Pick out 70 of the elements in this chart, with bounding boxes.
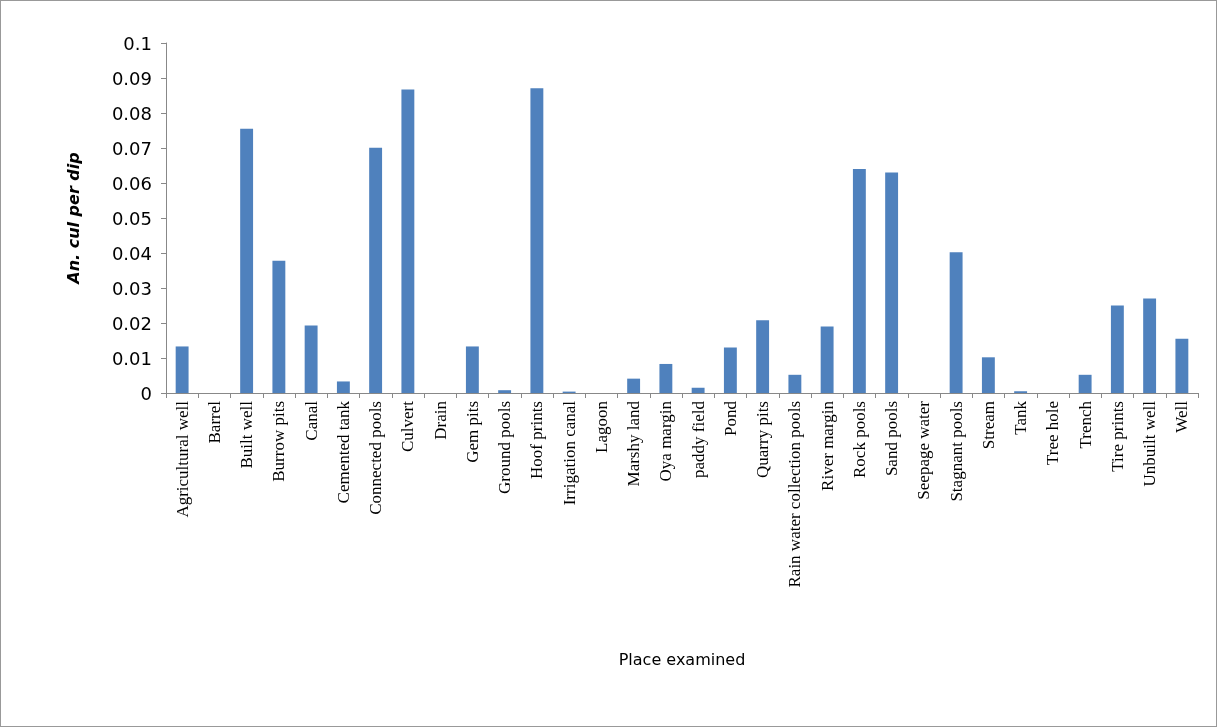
bar xyxy=(1078,374,1092,393)
x-tick-label: Pond xyxy=(720,400,740,436)
x-tick-label: River margin xyxy=(817,400,837,491)
y-tick-label: 0.05 xyxy=(111,207,152,229)
bar xyxy=(175,346,189,393)
bar xyxy=(498,390,512,393)
x-tick-label: Built well xyxy=(237,400,257,469)
bar xyxy=(691,387,705,393)
bar xyxy=(756,320,770,393)
x-tick-label: Sand pools xyxy=(882,401,902,477)
x-tick-label: Culvert xyxy=(398,400,418,452)
x-tick-label: Tree hole xyxy=(1043,401,1063,466)
x-tick-label: Connected pools xyxy=(366,401,386,515)
x-tick-label: Canal xyxy=(301,400,321,441)
y-tick-label: 0 xyxy=(140,382,152,404)
x-tick-label: Trench xyxy=(1075,400,1095,449)
bar xyxy=(659,363,673,393)
x-tick-label: Gem pits xyxy=(462,401,482,463)
y-tick-label: 0.03 xyxy=(111,277,152,299)
bar xyxy=(401,89,415,393)
y-tick-label: 0.06 xyxy=(111,172,152,194)
y-axis-title: An. cul per dip xyxy=(63,152,83,286)
bar xyxy=(788,374,802,393)
x-tick-label: Hoof prints xyxy=(527,401,547,479)
x-tick-label: Drain xyxy=(430,400,450,440)
y-tick-label: 0.04 xyxy=(111,242,152,264)
bar xyxy=(1175,338,1189,393)
x-tick-label: Ground pools xyxy=(495,401,515,495)
x-tick-label: Stagnant pools xyxy=(946,401,966,502)
bar xyxy=(981,357,995,393)
bar xyxy=(530,88,544,393)
x-tick-label: Seepage water xyxy=(914,400,934,500)
x-tick-label: Oya margin xyxy=(656,400,676,482)
x-tick-label: Lagoon xyxy=(591,400,611,453)
bar xyxy=(336,381,350,393)
bar xyxy=(272,260,286,393)
y-tick-label: 0.1 xyxy=(123,32,152,54)
x-tick-label: paddy field xyxy=(688,400,708,478)
bar xyxy=(1110,305,1124,393)
bar xyxy=(369,147,383,393)
x-tick-label: Unbuilt well xyxy=(1140,400,1160,487)
bar xyxy=(949,252,963,393)
bar xyxy=(820,326,834,393)
x-tick-label: Quarry pits xyxy=(753,401,773,478)
x-tick-label: Burrow pits xyxy=(269,401,289,482)
x-tick-label: Rock pools xyxy=(849,401,869,478)
bar xyxy=(465,346,479,393)
x-tick-label: Well xyxy=(1172,400,1192,433)
x-tick-label: Rain water collection pools xyxy=(785,401,805,588)
bar xyxy=(627,378,641,393)
bar xyxy=(723,347,737,393)
y-tick-label: 0.08 xyxy=(111,102,152,124)
x-axis-title: Place examined xyxy=(618,649,746,669)
x-tick-label: Stream xyxy=(978,401,998,450)
y-tick-label: 0.02 xyxy=(111,312,152,334)
bar xyxy=(885,172,899,393)
x-tick-label: Cemented tank xyxy=(333,400,353,504)
y-tick-label: 0.09 xyxy=(111,67,152,89)
bar xyxy=(1143,298,1157,393)
x-tick-label: Agricultural well xyxy=(172,400,192,518)
x-tick-label: Tire prints xyxy=(1107,401,1127,472)
y-tick-label: 0.07 xyxy=(111,137,152,159)
x-tick-label: Marshy land xyxy=(624,400,644,487)
y-tick-label: 0.01 xyxy=(111,347,152,369)
x-tick-label: Tank xyxy=(1011,400,1031,435)
bar xyxy=(304,325,318,393)
bar xyxy=(852,169,866,393)
x-tick-label: Barrel xyxy=(204,400,224,444)
x-tick-label: Irrigation canal xyxy=(559,400,579,506)
bar xyxy=(240,128,254,393)
